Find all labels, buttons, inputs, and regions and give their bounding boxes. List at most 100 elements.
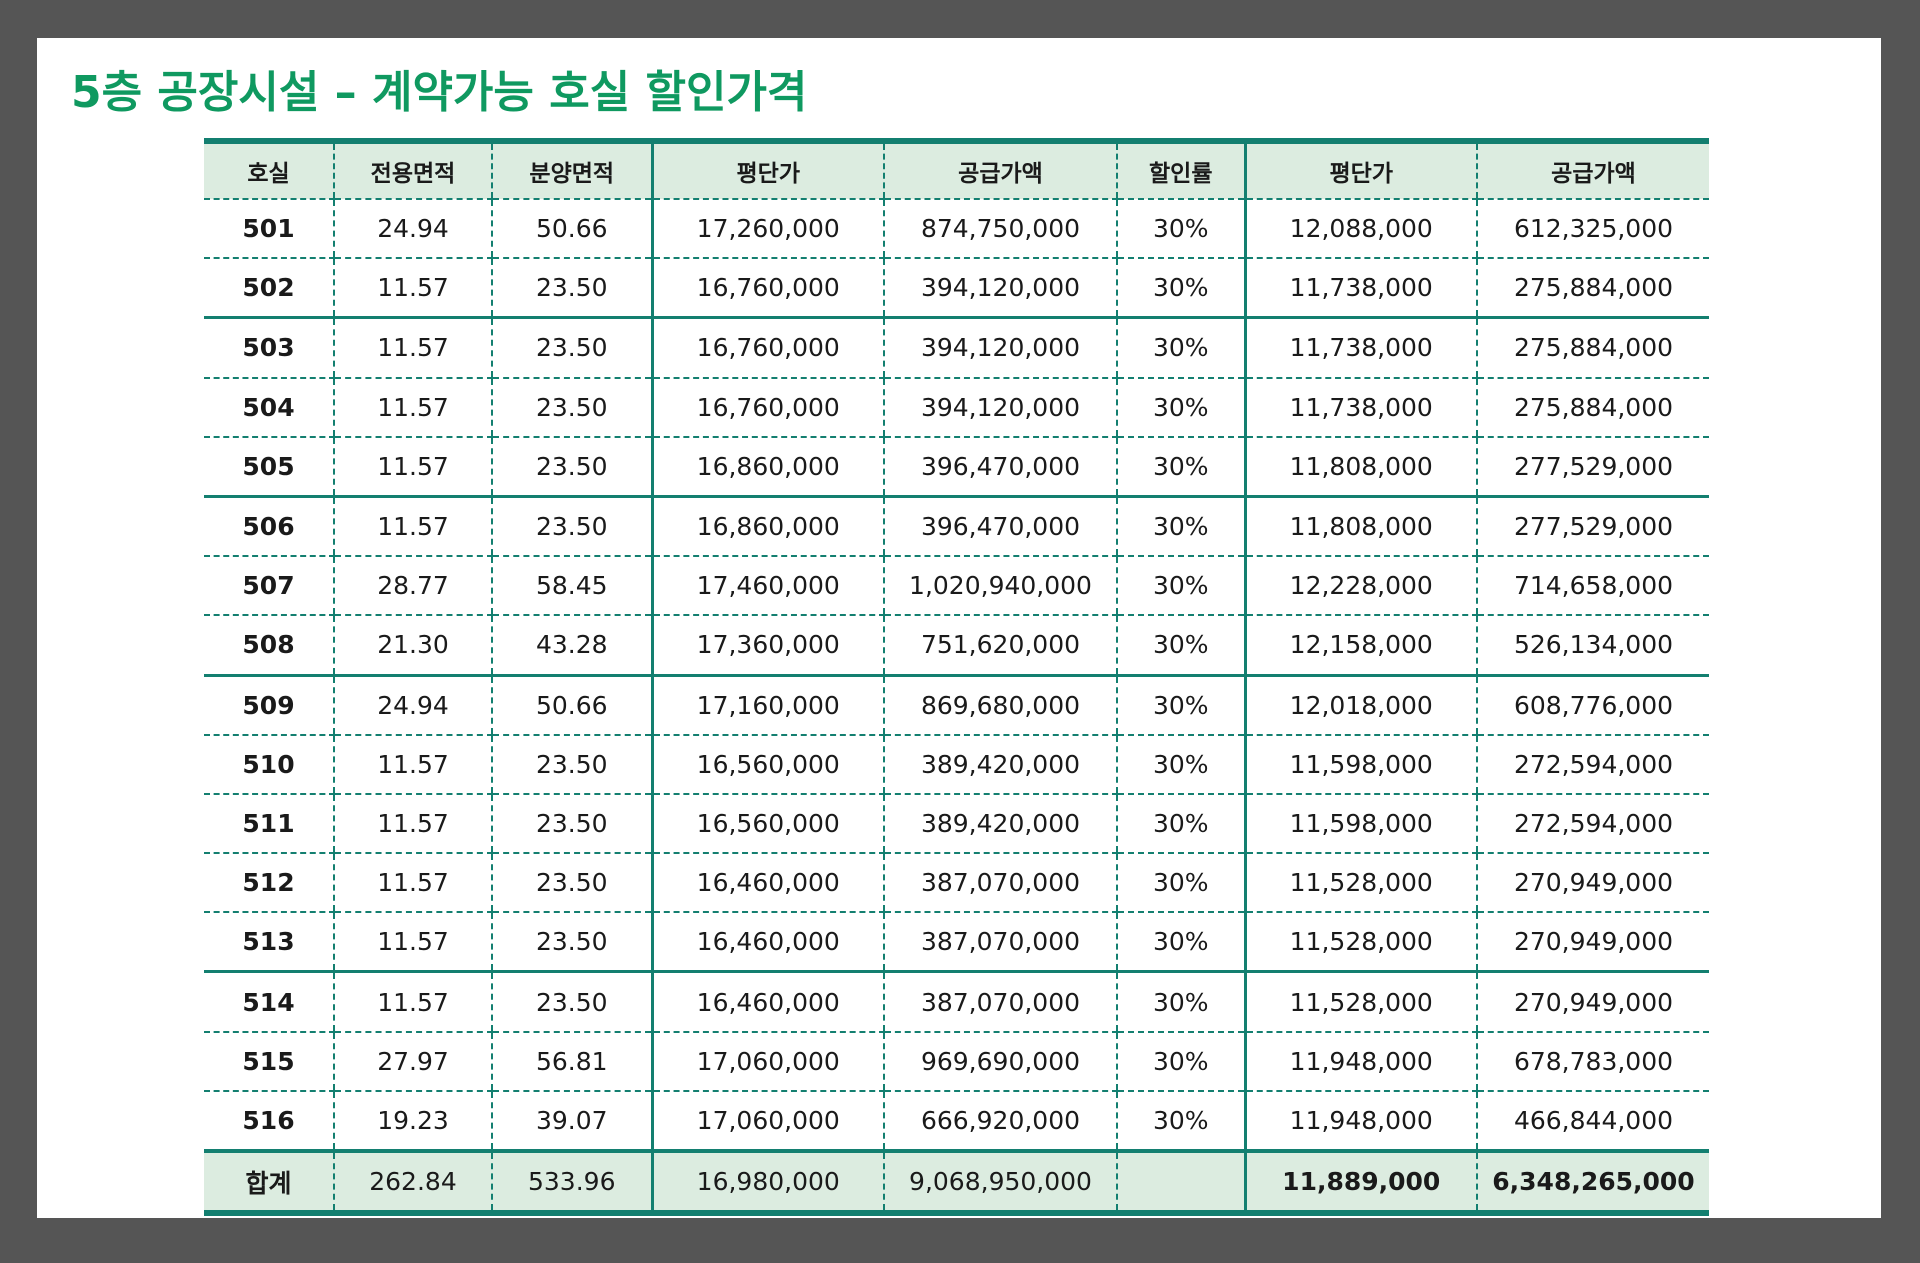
cell-sale-area: 23.50 — [491, 970, 652, 1033]
price-table-container: 호실 전용면적 분양면적 평단가 공급가액 할인률 평단가 공급가액 501 24… — [204, 138, 1709, 1217]
cell-discounted-supply-price: 275,884,000 — [1476, 258, 1709, 319]
cell-supply-price: 394,120,000 — [883, 258, 1117, 319]
cell-supply-price: 396,470,000 — [883, 436, 1117, 498]
cell-discount-rate: 30% — [1116, 494, 1245, 558]
cell-sale-area: 23.50 — [491, 436, 652, 498]
cell-supply-price: 666,920,000 — [883, 1090, 1117, 1153]
cell-discount-rate: 30% — [1116, 556, 1245, 617]
table-row: 506 11.57 23.50 16,860,000 396,470,000 30% 11,… — [204, 494, 1709, 558]
cell-room: 508 — [204, 615, 334, 676]
cell-discounted-unit-price: 12,228,000 — [1243, 556, 1477, 617]
cell-unit-price: 16,760,000 — [650, 316, 884, 379]
cell-discounted-unit-price: 12,018,000 — [1243, 673, 1477, 736]
cell-discount-rate: 30% — [1116, 615, 1245, 676]
header-supply-price: 공급가액 — [883, 141, 1117, 200]
cell-exclusive-area: 11.57 — [333, 912, 492, 973]
table-row: 510 11.57 23.50 16,560,000 389,420,000 30% 11,… — [204, 734, 1709, 795]
cell-sale-area: 23.50 — [491, 316, 652, 379]
total-discount-rate — [1116, 1148, 1245, 1214]
table-body: 501 24.94 50.66 17,260,000 874,750,000 30% 12,… — [204, 199, 1709, 1214]
cell-discounted-unit-price: 11,598,000 — [1243, 734, 1477, 795]
table-row: 516 19.23 39.07 17,060,000 666,920,000 30% 11,… — [204, 1090, 1709, 1153]
cell-room: 509 — [204, 673, 334, 736]
table-header-row: 호실 전용면적 분양면적 평단가 공급가액 할인률 평단가 공급가액 — [204, 141, 1709, 200]
cell-unit-price: 17,060,000 — [650, 1031, 884, 1092]
cell-discounted-supply-price: 272,594,000 — [1476, 793, 1709, 855]
cell-discounted-supply-price: 608,776,000 — [1476, 673, 1709, 736]
cell-discounted-unit-price: 11,738,000 — [1243, 377, 1477, 438]
cell-room: 504 — [204, 377, 334, 438]
cell-discounted-supply-price: 612,325,000 — [1476, 199, 1709, 260]
cell-exclusive-area: 11.57 — [333, 258, 492, 319]
cell-sale-area: 50.66 — [491, 199, 652, 260]
cell-supply-price: 969,690,000 — [883, 1031, 1117, 1092]
cell-discount-rate: 30% — [1116, 436, 1245, 498]
cell-discount-rate: 30% — [1116, 316, 1245, 379]
cell-discounted-supply-price: 275,884,000 — [1476, 377, 1709, 438]
table-row: 512 11.57 23.50 16,460,000 387,070,000 30% 11,… — [204, 853, 1709, 914]
cell-room: 510 — [204, 734, 334, 795]
table-row: 514 11.57 23.50 16,460,000 387,070,000 30% 11,… — [204, 970, 1709, 1033]
header-discounted-unit-price: 평단가 — [1243, 141, 1477, 200]
cell-sale-area: 58.45 — [491, 556, 652, 617]
cell-sale-area: 23.50 — [491, 377, 652, 438]
cell-discounted-supply-price: 270,949,000 — [1476, 853, 1709, 914]
cell-unit-price: 16,560,000 — [650, 793, 884, 855]
cell-unit-price: 17,060,000 — [650, 1090, 884, 1153]
cell-discounted-supply-price: 272,594,000 — [1476, 734, 1709, 795]
total-exclusive-area: 262.84 — [333, 1148, 492, 1214]
cell-discounted-unit-price: 12,158,000 — [1243, 615, 1477, 676]
header-sale-area: 분양면적 — [491, 141, 652, 200]
page-title: 5층 공장시설 – 계약가능 호실 할인가격 — [71, 67, 808, 118]
cell-unit-price: 17,260,000 — [650, 199, 884, 260]
cell-room: 511 — [204, 793, 334, 855]
header-discounted-supply-price: 공급가액 — [1476, 141, 1709, 200]
header-unit-price: 평단가 — [650, 141, 884, 200]
total-supply-price: 9,068,950,000 — [883, 1148, 1117, 1214]
cell-sale-area: 43.28 — [491, 615, 652, 676]
cell-unit-price: 16,860,000 — [650, 436, 884, 498]
cell-discount-rate: 30% — [1116, 1031, 1245, 1092]
cell-discounted-unit-price: 11,738,000 — [1243, 316, 1477, 379]
cell-discounted-supply-price: 270,949,000 — [1476, 970, 1709, 1033]
table-row: 507 28.77 58.45 17,460,000 1,020,940,000 30% 1… — [204, 556, 1709, 617]
cell-discount-rate: 30% — [1116, 199, 1245, 260]
cell-supply-price: 389,420,000 — [883, 734, 1117, 795]
table-row: 505 11.57 23.50 16,860,000 396,470,000 30% 11,… — [204, 436, 1709, 498]
cell-room: 516 — [204, 1090, 334, 1153]
cell-sale-area: 39.07 — [491, 1090, 652, 1153]
cell-discount-rate: 30% — [1116, 734, 1245, 795]
total-discounted-supply-price: 6,348,265,000 — [1476, 1148, 1709, 1214]
cell-discounted-supply-price: 270,949,000 — [1476, 912, 1709, 973]
cell-discounted-unit-price: 11,808,000 — [1243, 494, 1477, 558]
cell-supply-price: 389,420,000 — [883, 793, 1117, 855]
cell-exclusive-area: 11.57 — [333, 734, 492, 795]
table-row: 508 21.30 43.28 17,360,000 751,620,000 30% 12,… — [204, 615, 1709, 676]
cell-unit-price: 16,560,000 — [650, 734, 884, 795]
cell-discount-rate: 30% — [1116, 793, 1245, 855]
cell-room: 507 — [204, 556, 334, 617]
cell-room: 512 — [204, 853, 334, 914]
cell-supply-price: 387,070,000 — [883, 970, 1117, 1033]
cell-supply-price: 869,680,000 — [883, 673, 1117, 736]
table-row: 515 27.97 56.81 17,060,000 969,690,000 30% 11,… — [204, 1031, 1709, 1092]
cell-discounted-unit-price: 11,948,000 — [1243, 1090, 1477, 1153]
cell-room: 514 — [204, 970, 334, 1033]
cell-exclusive-area: 19.23 — [333, 1090, 492, 1153]
cell-discounted-supply-price: 277,529,000 — [1476, 494, 1709, 558]
cell-exclusive-area: 11.57 — [333, 436, 492, 498]
total-discounted-unit-price: 11,889,000 — [1243, 1148, 1477, 1214]
cell-unit-price: 16,460,000 — [650, 853, 884, 914]
cell-discounted-unit-price: 11,528,000 — [1243, 970, 1477, 1033]
cell-unit-price: 16,460,000 — [650, 970, 884, 1033]
cell-unit-price: 17,160,000 — [650, 673, 884, 736]
price-table: 호실 전용면적 분양면적 평단가 공급가액 할인률 평단가 공급가액 501 24… — [204, 138, 1709, 1217]
cell-unit-price: 17,460,000 — [650, 556, 884, 617]
cell-room: 513 — [204, 912, 334, 973]
header-discount-rate: 할인률 — [1116, 141, 1245, 200]
cell-discount-rate: 30% — [1116, 912, 1245, 973]
cell-discount-rate: 30% — [1116, 377, 1245, 438]
cell-discounted-unit-price: 11,528,000 — [1243, 912, 1477, 973]
cell-exclusive-area: 24.94 — [333, 199, 492, 260]
cell-discounted-supply-price: 277,529,000 — [1476, 436, 1709, 498]
